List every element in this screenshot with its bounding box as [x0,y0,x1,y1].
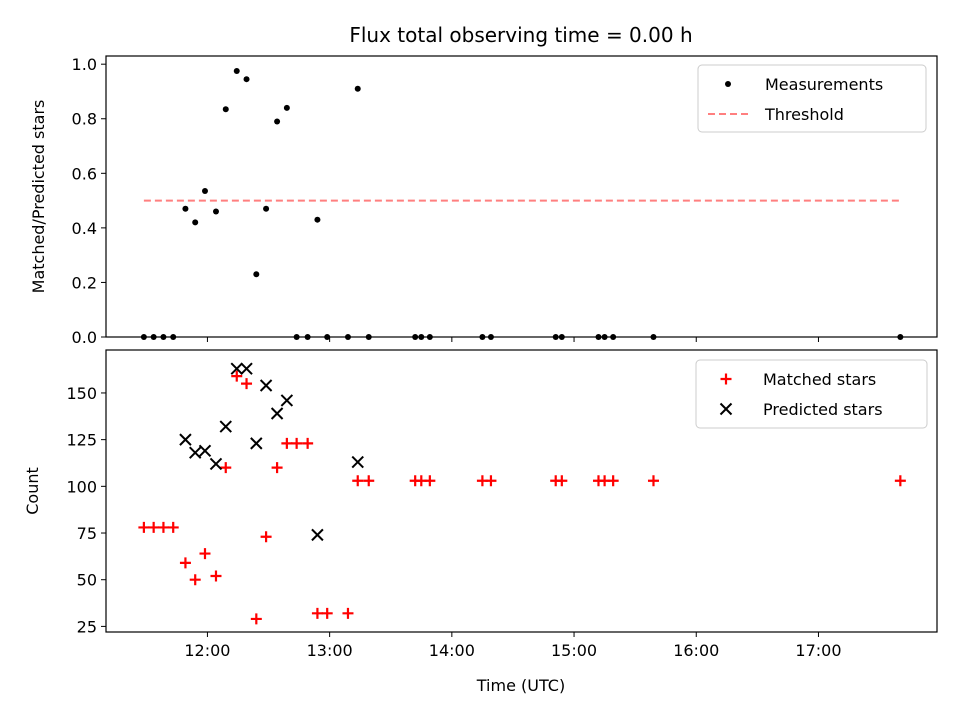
matched-point [363,475,375,487]
matched-point [250,613,262,625]
matched-point [894,475,906,487]
measurement-point [314,216,321,223]
x-tick-label: 13:00 [307,641,353,660]
measurement-point [263,205,270,212]
matched-point [231,370,243,382]
y-tick-label: 150 [66,384,97,403]
y-tick-label: 125 [66,431,97,450]
matched-point [167,521,179,533]
matched-point [291,437,303,449]
x-tick-label: 17:00 [795,641,841,660]
matched-point [148,521,160,533]
measurement-point [222,106,229,113]
measurement-point [201,188,208,195]
predicted-point [250,437,263,450]
predicted-point [259,379,273,392]
predicted-point [179,433,192,446]
legend-label: Threshold [764,105,844,124]
top-panel: 0.0 0.2 0.4 0.6 0.8 1.0 Matched/Predicted star… [29,55,938,347]
y-tick-label: 75 [77,524,97,543]
bottom-panel: 25 50 75 100 125 150 12:00 13:00 14:00 15:00 16:00… [23,349,938,660]
legend-label: Matched stars [763,370,876,389]
matched-point [485,475,497,487]
legend-box [697,64,927,133]
matched-point [352,475,364,487]
legend-label: Predicted stars [763,400,883,419]
x-tick-label: 16:00 [673,641,719,660]
matched-point [179,557,191,569]
measurement-point [243,76,250,83]
plot-frame [105,55,938,338]
predicted-point [311,528,324,542]
predicted-point [240,362,253,375]
predicted-point [230,362,243,375]
y-tick-label: 0.8 [72,110,97,129]
matched-point [241,378,253,390]
y-tick-label: 25 [77,617,97,636]
legend-label: Measurements [765,75,883,94]
matched-point [271,462,283,474]
legend: Matched stars Predicted stars [695,359,928,429]
y-axis-label: Count [23,467,42,515]
y-axis-label: Matched/Predicted stars [29,100,48,294]
matched-point [302,437,314,449]
measurement-point [354,85,361,92]
matched-point [210,570,222,582]
y-tick-label: 0.6 [72,164,97,183]
legend-dot-marker [725,81,731,87]
series-matched-stars [138,370,906,625]
legend: Measurements Threshold [697,64,927,133]
measurement-point [274,118,281,125]
matched-point [189,574,201,586]
predicted-point [209,457,223,471]
y-tick-label: 50 [77,571,97,590]
predicted-point [280,394,294,407]
plot-frame [105,349,938,633]
y-tick-label: 100 [66,477,97,496]
y-tick-label: 0.0 [72,328,97,347]
legend-box [695,359,928,429]
legend-x-marker [719,402,733,416]
matched-point [647,475,659,487]
matched-point [260,531,272,543]
matched-point [321,607,333,619]
measurement-point [212,208,219,215]
predicted-point [189,446,202,459]
measurement-point [233,68,240,75]
matched-point [157,521,169,533]
measurement-point [283,104,290,111]
predicted-point [270,407,284,420]
matched-point [607,475,619,487]
legend-plus-marker [720,373,732,385]
measurement-point [192,219,199,226]
predicted-point [198,444,212,458]
matched-point [342,607,354,619]
matched-point [424,475,436,487]
y-tick-label: 1.0 [72,55,97,74]
matched-point [281,437,293,449]
matched-point [311,607,323,619]
predicted-point [219,420,232,433]
y-tick-label: 0.2 [72,273,97,292]
y-tick-label: 0.4 [72,219,97,238]
x-tick-label: 15:00 [551,641,597,660]
matched-point [220,462,232,474]
matched-point [138,521,150,533]
x-axis-label: Time (UTC) [476,676,565,695]
predicted-point [351,455,364,469]
x-tick-label: 12:00 [184,641,230,660]
measurement-point [182,205,189,212]
measurement-point [253,271,260,278]
series-predicted-stars [179,362,364,542]
figure-title: Flux total observing time = 0.00 h [349,23,692,47]
matched-point [199,548,211,560]
matched-point [556,475,568,487]
x-tick-label: 14:00 [429,641,475,660]
